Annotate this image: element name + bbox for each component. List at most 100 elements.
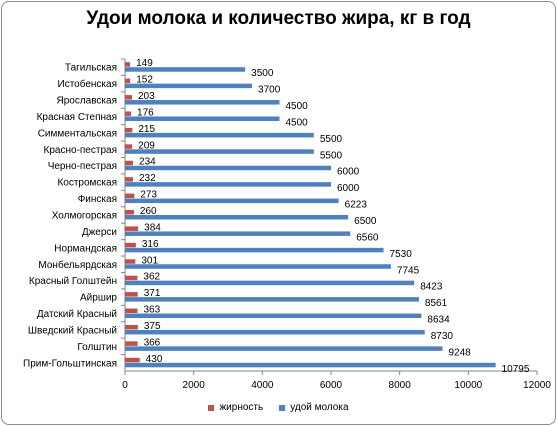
bar-fat xyxy=(125,127,133,133)
legend-item: удой молока xyxy=(279,402,349,413)
category-label: Голштин xyxy=(77,342,117,353)
data-label-fat: 362 xyxy=(143,272,160,283)
bar-milk xyxy=(125,297,419,302)
data-label-milk: 9248 xyxy=(449,347,472,358)
bar-fat xyxy=(125,292,138,297)
data-label-fat: 209 xyxy=(138,140,155,151)
data-label-fat: 301 xyxy=(141,255,158,266)
data-label-fat: 260 xyxy=(140,206,157,217)
category-label: Нормандская xyxy=(54,243,117,254)
bar-fat xyxy=(125,341,138,346)
data-label-fat: 371 xyxy=(144,288,161,299)
bar-fat xyxy=(125,275,138,281)
data-label-milk: 7530 xyxy=(390,249,413,260)
data-label-fat: 176 xyxy=(137,107,154,118)
data-label-milk: 7745 xyxy=(397,265,420,276)
x-tick-label: 12000 xyxy=(523,380,551,391)
data-label-milk: 5500 xyxy=(320,150,343,161)
bar-fat xyxy=(125,242,136,248)
bar-milk xyxy=(125,182,331,187)
legend-swatch xyxy=(279,404,286,411)
legend-label: удой молока xyxy=(290,402,349,413)
legend-item: жирность xyxy=(208,402,263,413)
category-label: Черно-пестрая xyxy=(48,161,117,172)
category-label: Холмогорская xyxy=(52,211,117,222)
x-tick-label: 8000 xyxy=(389,380,412,391)
category-label: Шведский Красный xyxy=(28,325,117,336)
bar-fat xyxy=(125,160,134,166)
category-label: Ярославская xyxy=(56,96,117,107)
bar-milk xyxy=(125,280,415,286)
bar-milk xyxy=(125,313,422,319)
category-label: Тагильская xyxy=(65,63,117,74)
bar-fat xyxy=(125,193,135,199)
data-label-fat: 316 xyxy=(142,239,159,250)
bar-milk xyxy=(125,231,351,236)
bar-milk xyxy=(125,83,253,89)
bar-milk xyxy=(125,264,391,269)
data-label-milk: 8634 xyxy=(427,315,450,326)
category-label: Финская xyxy=(78,194,117,205)
bar-milk xyxy=(125,362,496,368)
bar-fat xyxy=(125,111,132,116)
category-label: Айршир xyxy=(80,293,117,304)
bar-milk xyxy=(125,149,314,154)
bar-milk xyxy=(125,132,314,138)
data-label-fat: 152 xyxy=(136,75,153,86)
bar-milk xyxy=(125,329,425,335)
category-label: Прим-Гольштинская xyxy=(23,358,117,369)
data-label-milk: 8423 xyxy=(420,282,443,293)
bar-fat xyxy=(125,78,131,84)
data-label-fat: 232 xyxy=(139,173,156,184)
data-label-milk: 3500 xyxy=(251,68,274,79)
data-label-fat: 430 xyxy=(146,354,163,365)
data-label-fat: 273 xyxy=(140,190,157,201)
category-label: Датский Красный xyxy=(37,309,117,320)
x-tick-label: 0 xyxy=(122,380,128,391)
category-label: Красная Степная xyxy=(37,112,117,123)
data-label-milk: 8561 xyxy=(425,298,448,309)
bar-fat xyxy=(125,324,138,330)
bar-fat xyxy=(125,62,131,67)
data-label-milk: 10795 xyxy=(502,364,530,375)
data-label-fat: 149 xyxy=(136,58,153,69)
bar-fat xyxy=(125,95,132,100)
category-label: Костромская xyxy=(57,178,117,189)
category-label: Джерси xyxy=(82,227,117,238)
bar-milk xyxy=(125,67,246,72)
data-label-fat: 234 xyxy=(139,157,156,168)
category-label: Монбельярдская xyxy=(38,259,117,271)
chart-title: Удои молока и количество жира, кг в год xyxy=(86,8,471,29)
bar-fat xyxy=(125,144,133,149)
data-label-fat: 363 xyxy=(143,305,160,316)
data-label-fat: 203 xyxy=(138,91,155,102)
data-label-milk: 4500 xyxy=(286,101,309,112)
bar-fat xyxy=(125,357,140,363)
data-label-milk: 5500 xyxy=(320,134,343,145)
data-label-milk: 6000 xyxy=(337,183,360,194)
data-label-fat: 384 xyxy=(144,222,161,233)
data-label-milk: 6000 xyxy=(337,167,360,178)
bar-milk xyxy=(125,100,280,105)
bar-milk xyxy=(125,116,280,121)
bar-milk xyxy=(125,346,443,351)
bar-milk xyxy=(125,165,331,171)
data-label-milk: 6560 xyxy=(356,232,379,243)
data-label-milk: 6500 xyxy=(354,216,377,227)
legend-label: жирность xyxy=(219,402,264,413)
bar-fat xyxy=(125,210,134,215)
legend: жирность удой молока xyxy=(2,402,555,413)
legend-swatch xyxy=(208,404,215,411)
bar-milk xyxy=(125,198,339,204)
category-label: Красный Голштейн xyxy=(29,276,117,287)
data-label-fat: 215 xyxy=(138,124,155,135)
data-label-fat: 366 xyxy=(144,337,161,348)
data-label-fat: 375 xyxy=(144,321,161,332)
category-label: Красно-пестрая xyxy=(44,145,117,156)
category-label: Истобенская xyxy=(58,78,118,90)
data-label-milk: 3700 xyxy=(258,85,281,96)
category-label: Симментальская xyxy=(38,128,117,139)
bar-fat xyxy=(125,259,136,264)
